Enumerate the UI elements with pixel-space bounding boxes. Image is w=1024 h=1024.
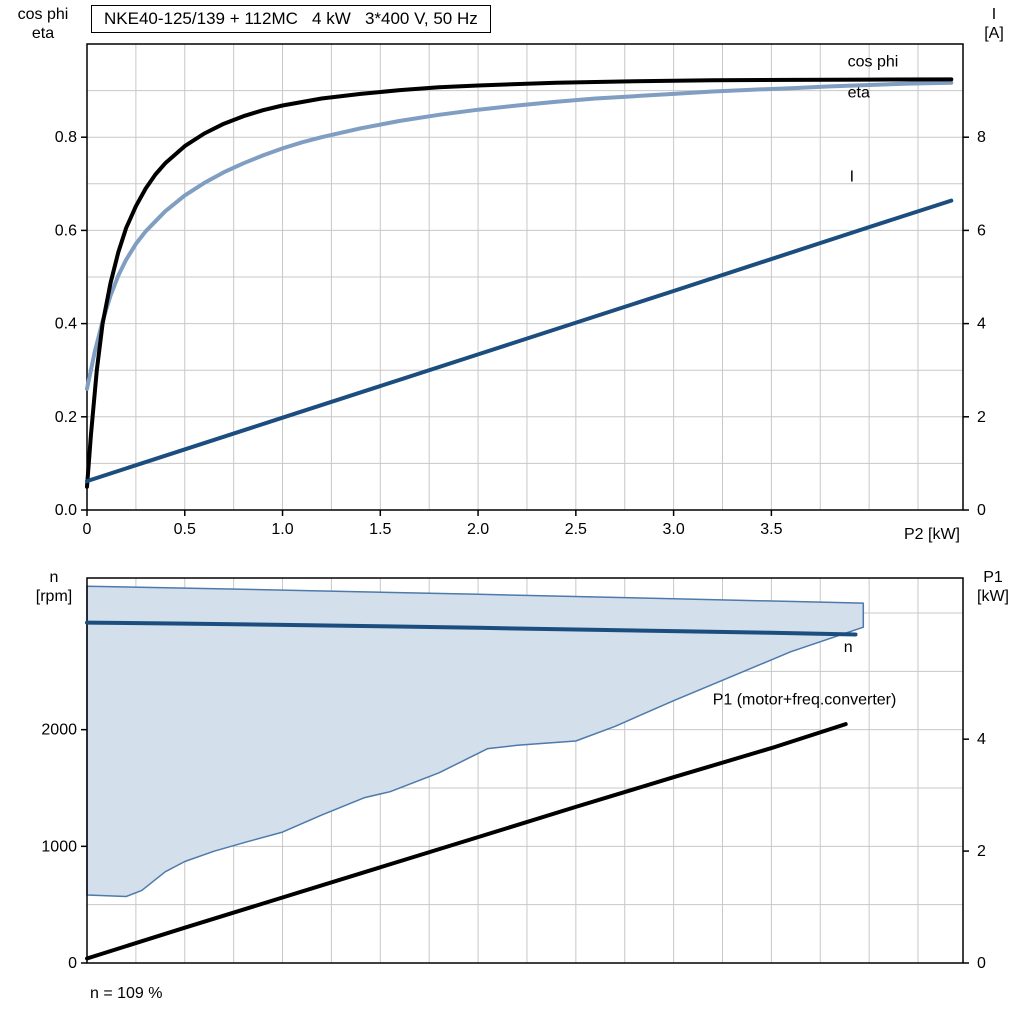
upper-left-axis-title: cos phi eta <box>17 6 69 42</box>
speed-range-area <box>86 585 865 898</box>
lower-chart: 0 1000 2000 0 2 4 n P1 (motor+freq.converter) <box>41 577 986 972</box>
x-tick-label: 1.0 <box>271 521 293 538</box>
y-tick-label-right: 2 <box>977 843 986 860</box>
upper-chart: 0 0.5 1.0 1.5 2.0 2.5 3.0 3.5 0.0 0.2 0.4 0.6 0.8 0 2 4… <box>55 43 986 538</box>
curve-label-current: I <box>850 169 854 186</box>
curve-label-cos-phi: cos phi <box>848 53 899 70</box>
curve-eta <box>85 77 954 489</box>
lower-ticks: 0 1000 2000 0 2 4 <box>41 722 986 972</box>
y-tick-label-left: 0.6 <box>55 222 77 239</box>
y-tick-label-left: 0 <box>68 955 77 972</box>
y-tick-label-right: 8 <box>977 129 986 146</box>
curve-cos-phi <box>85 80 954 391</box>
curve-label-eta: eta <box>848 85 870 102</box>
curve-speed <box>85 620 858 637</box>
y-tick-label-right: 6 <box>977 222 986 239</box>
curve-label-speed: n <box>844 639 853 656</box>
x-tick-label: 3.0 <box>662 521 684 538</box>
y-tick-label-left: 2000 <box>41 722 77 739</box>
curve-label-p1: P1 (motor+freq.converter) <box>713 692 897 709</box>
x-tick-label: 2.5 <box>565 521 587 538</box>
y-tick-label-right: 0 <box>977 502 986 519</box>
y-tick-label-left: 1000 <box>41 838 77 855</box>
y-tick-label-right: 2 <box>977 409 986 426</box>
curve-current <box>85 198 954 484</box>
curve-p1 <box>85 722 848 961</box>
x-axis-title: P2 [kW] <box>903 526 960 543</box>
upper-plot-frame <box>86 43 964 511</box>
x-tick-label: 0.5 <box>174 521 196 538</box>
lower-plot-frame <box>86 577 964 964</box>
y-tick-label-right: 4 <box>977 316 986 333</box>
x-tick-label: 0 <box>83 521 92 538</box>
y-tick-label-right: 0 <box>977 955 986 972</box>
x-tick-label: 1.5 <box>369 521 391 538</box>
lower-left-axis-title: n [rpm] <box>35 569 73 605</box>
upper-right-axis-title: I [A] <box>984 6 1004 42</box>
chart-title-box: NKE40-125/139 + 112MC 4 kW 3*400 V, 50 H… <box>91 5 491 33</box>
lower-right-axis-title: P1 [kW] <box>977 569 1009 605</box>
y-tick-label-left: 0.0 <box>55 502 77 519</box>
x-tick-label: 3.5 <box>760 521 782 538</box>
y-tick-label-right: 4 <box>977 731 986 748</box>
y-tick-label-left: 0.4 <box>55 316 77 333</box>
x-tick-label: 2.0 <box>467 521 489 538</box>
y-tick-label-left: 0.2 <box>55 409 77 426</box>
speed-percentage-note: n = 109 % <box>90 985 163 1002</box>
y-tick-label-left: 0.8 <box>55 129 77 146</box>
upper-ticks: 0 0.5 1.0 1.5 2.0 2.5 3.0 3.5 0.0 0.2 0.4 0.6 0.8 0 2 4… <box>55 129 986 538</box>
